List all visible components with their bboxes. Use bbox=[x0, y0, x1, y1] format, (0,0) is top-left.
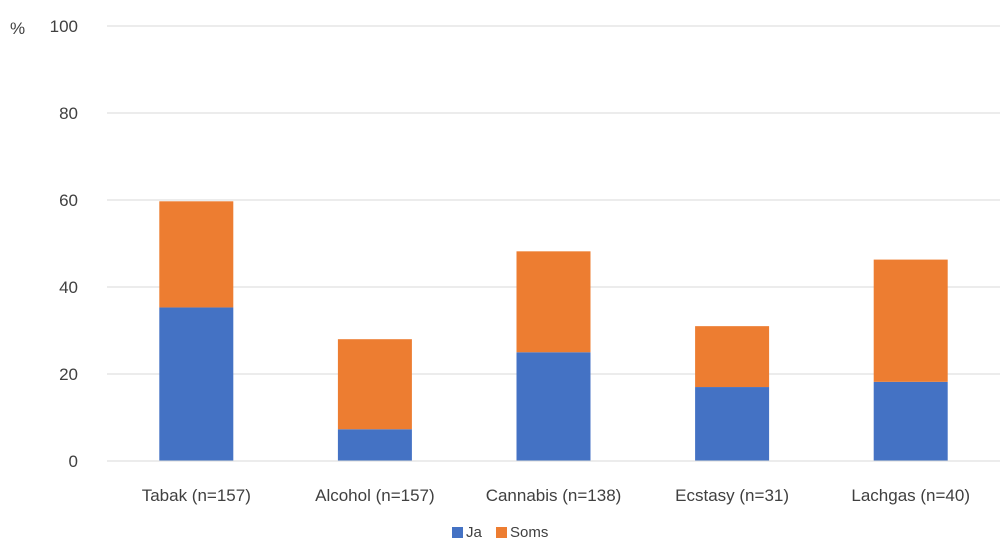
bar-ja-0 bbox=[159, 307, 234, 461]
x-axis-categories: Tabak (n=157) Alcohol (n=157) Cannabis (n=… bbox=[142, 486, 970, 505]
y-tick-label: 40 bbox=[59, 278, 78, 297]
bar-soms-4 bbox=[873, 259, 948, 382]
x-category-label: Lachgas (n=40) bbox=[851, 486, 970, 505]
x-category-label: Tabak (n=157) bbox=[142, 486, 251, 505]
bars bbox=[159, 201, 948, 461]
y-tick-label: 20 bbox=[59, 365, 78, 384]
bar-soms-3 bbox=[695, 326, 770, 388]
bar-ja-3 bbox=[695, 387, 770, 461]
legend-label-ja: Ja bbox=[466, 524, 483, 541]
x-category-label: Cannabis (n=138) bbox=[486, 486, 622, 505]
legend-label-soms: Soms bbox=[510, 524, 548, 541]
bar-soms-1 bbox=[337, 339, 412, 430]
bar-soms-2 bbox=[516, 251, 591, 353]
legend-swatch-ja bbox=[452, 527, 463, 538]
y-tick-label: 60 bbox=[59, 191, 78, 210]
gridlines bbox=[107, 25, 1000, 375]
legend: Ja Soms bbox=[452, 524, 548, 541]
x-category-label: Alcohol (n=157) bbox=[315, 486, 435, 505]
y-axis-unit-label: % bbox=[10, 19, 25, 38]
bar-ja-2 bbox=[516, 352, 591, 461]
bar-ja-1 bbox=[337, 429, 412, 461]
x-category-label: Ecstasy (n=31) bbox=[675, 486, 789, 505]
y-axis-ticks: 0 20 40 60 80 100 bbox=[50, 17, 78, 471]
legend-swatch-soms bbox=[496, 527, 507, 538]
y-tick-label: 0 bbox=[69, 452, 78, 471]
y-tick-label: 100 bbox=[50, 17, 78, 36]
y-tick-label: 80 bbox=[59, 104, 78, 123]
bar-soms-0 bbox=[159, 201, 234, 308]
bar-ja-4 bbox=[873, 381, 948, 461]
